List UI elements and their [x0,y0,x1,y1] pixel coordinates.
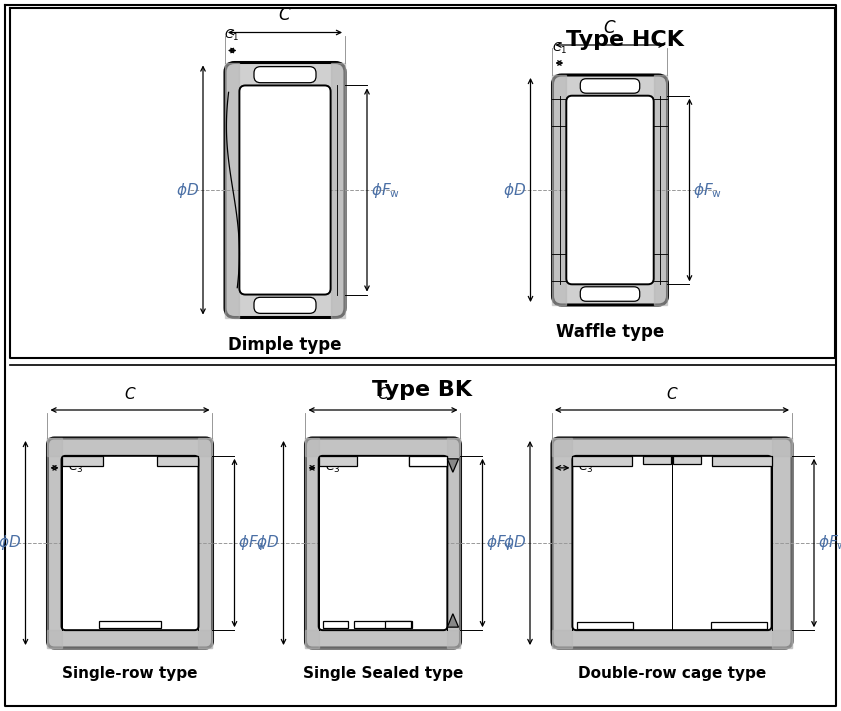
Bar [711,622,767,629]
Bar [61,456,103,466]
Bar [385,621,410,628]
Text: $C_3$: $C_3$ [579,460,594,476]
Text: $\phi F_{\rm w}$: $\phi F_{\rm w}$ [694,181,722,200]
FancyBboxPatch shape [47,438,213,648]
FancyBboxPatch shape [573,456,771,630]
Bar [319,456,357,466]
Bar [578,622,633,629]
Text: $\phi D$: $\phi D$ [504,181,526,200]
Text: $\phi F_{\rm w}$: $\phi F_{\rm w}$ [239,533,267,552]
Polygon shape [305,630,461,648]
Text: Waffle type: Waffle type [556,323,664,341]
Text: $C_1$: $C_1$ [552,41,567,56]
Text: $\phi D$: $\phi D$ [0,533,22,552]
Polygon shape [305,438,319,648]
Text: $\phi F_{\rm w}$: $\phi F_{\rm w}$ [818,533,841,552]
Bar [643,456,671,464]
Text: $C$: $C$ [377,386,389,402]
Bar [409,456,447,466]
Polygon shape [47,438,61,648]
Text: $\phi D$: $\phi D$ [257,533,279,552]
Polygon shape [47,438,213,456]
Bar [323,621,348,628]
Polygon shape [447,438,461,648]
Bar [99,621,161,628]
Polygon shape [653,75,668,305]
Polygon shape [331,63,345,318]
FancyBboxPatch shape [305,438,461,648]
Polygon shape [447,459,458,472]
FancyBboxPatch shape [225,63,345,318]
Bar [354,621,412,628]
Bar [409,456,447,466]
FancyBboxPatch shape [552,438,792,648]
Polygon shape [552,438,573,648]
Text: Type BK: Type BK [372,380,472,400]
FancyBboxPatch shape [580,287,640,301]
FancyBboxPatch shape [240,85,331,294]
Text: $C$: $C$ [278,6,292,24]
Bar [573,456,632,466]
Text: Double-row cage type: Double-row cage type [578,666,766,681]
FancyBboxPatch shape [566,96,653,284]
Text: Type HCK: Type HCK [566,30,684,50]
Text: Single-row type: Single-row type [62,666,198,681]
Bar [673,456,701,464]
Text: $\phi D$: $\phi D$ [503,533,526,552]
Text: $\phi D$: $\phi D$ [176,181,199,200]
Polygon shape [225,63,240,318]
Polygon shape [198,438,213,648]
Text: $C$: $C$ [603,19,616,37]
Text: $C$: $C$ [124,386,136,402]
Bar [711,456,771,466]
FancyBboxPatch shape [319,456,447,630]
Polygon shape [447,614,458,627]
Polygon shape [552,438,792,456]
FancyBboxPatch shape [553,75,668,305]
Text: $C_1$: $C_1$ [225,28,240,43]
Polygon shape [305,438,461,456]
FancyBboxPatch shape [254,67,316,82]
Polygon shape [552,630,792,648]
Text: $C_3$: $C_3$ [325,460,341,476]
Text: $C$: $C$ [666,386,679,402]
FancyBboxPatch shape [580,79,640,93]
Polygon shape [47,630,213,648]
Text: $C_3$: $C_3$ [67,460,83,476]
Polygon shape [771,438,792,648]
FancyBboxPatch shape [61,456,198,630]
Bar [157,456,198,466]
Text: $\phi F_{\rm w}$: $\phi F_{\rm w}$ [486,533,516,552]
FancyBboxPatch shape [254,297,316,314]
Text: Single Sealed type: Single Sealed type [303,666,463,681]
Polygon shape [553,75,566,305]
Text: $\phi F_{\rm w}$: $\phi F_{\rm w}$ [371,181,400,200]
Text: Dimple type: Dimple type [228,336,341,353]
